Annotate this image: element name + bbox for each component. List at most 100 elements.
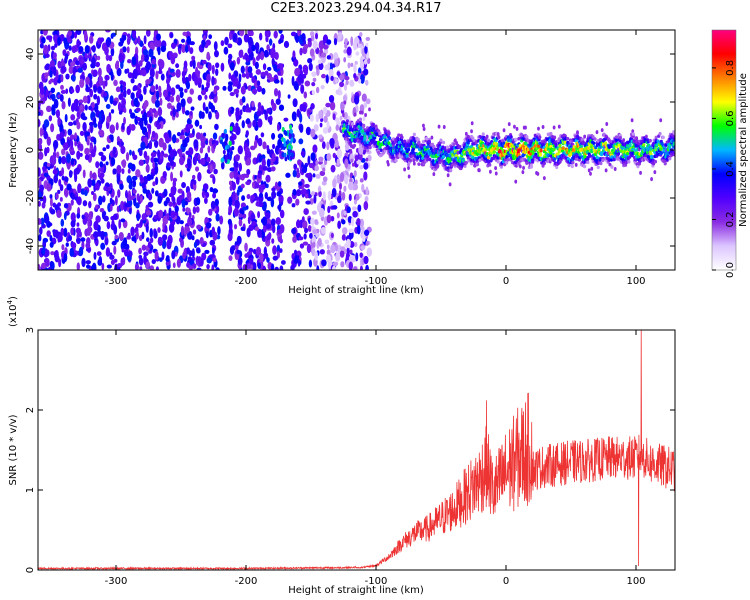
spectrogram-cell [449, 168, 453, 173]
spectrogram-cell [59, 94, 64, 102]
spectrogram-cell [311, 82, 316, 87]
spectrogram-cell [98, 129, 104, 136]
spectrogram-cell [102, 147, 107, 152]
snr-frame [37, 329, 676, 571]
spectrogram-cell [344, 142, 350, 151]
spectrogram-cell [165, 257, 170, 262]
spectrogram-cell [112, 168, 117, 175]
spectrogram-cell [258, 32, 263, 41]
spectrogram-cell [343, 57, 347, 63]
spectrogram-cell [308, 62, 313, 72]
spectrogram-cell [549, 151, 553, 155]
spectrogram-cell [61, 156, 67, 165]
spectrogram-cell [114, 195, 118, 206]
spectrogram-cell [557, 124, 561, 129]
spectrogram-cell [114, 234, 119, 240]
spectrogram-cell [131, 30, 137, 39]
spectrogram-cell [166, 213, 170, 220]
spectrogram-cell [305, 200, 311, 205]
spectrogram-cell [264, 192, 268, 200]
spectrogram-cell [291, 152, 295, 158]
spectrogram-cell [300, 84, 305, 94]
spectrogram-cell [123, 88, 127, 98]
spectrogram-cell [351, 206, 358, 211]
spectrogram-cell [344, 158, 349, 169]
spectrogram-cell [81, 257, 86, 268]
spectrogram-cell [70, 219, 76, 228]
spectrogram-cell [271, 187, 276, 192]
spectrogram-cell [100, 242, 106, 250]
spectrogram-cell [611, 140, 615, 144]
spectrogram-cell [281, 152, 285, 158]
spectrogram-cell [120, 218, 126, 223]
spectrogram-cell [314, 250, 318, 261]
spectrogram-cell [246, 194, 251, 200]
spectrogram-cell [149, 68, 155, 78]
spectrogram-cell [301, 216, 305, 223]
spectrogram-cell [77, 183, 82, 194]
colorbar-frame [711, 29, 737, 271]
spectrogram-cell [78, 99, 84, 104]
x-tick-label: 100 [626, 276, 645, 287]
spectrogram-cell [586, 160, 590, 165]
spectrogram-cell [245, 54, 250, 63]
spectrogram-cell [201, 59, 207, 65]
spectrogram-cell [53, 250, 59, 260]
spectrogram-cell [496, 132, 500, 137]
spectrogram-cell [170, 171, 174, 182]
spectrogram-cell [353, 64, 357, 74]
spectrogram-cell [221, 132, 225, 138]
spectrogram-cell [339, 73, 345, 81]
spectrogram-cell [231, 181, 236, 191]
spectrogram-cell [509, 135, 513, 139]
spectrogram-cell [552, 147, 556, 152]
spectrogram-cell [174, 205, 179, 213]
spectrogram-cell [148, 123, 152, 132]
spectrogram-cell [356, 224, 361, 235]
spectrogram-cell [139, 219, 143, 228]
spectrogram-cell [285, 172, 291, 178]
spectrogram-cell [292, 50, 296, 59]
spectrogram-cell [69, 247, 75, 257]
spectrogram-cell [165, 77, 170, 85]
spectrogram-cell [211, 226, 216, 235]
spectrogram-cell [301, 33, 306, 42]
spectrogram-cell [206, 263, 210, 270]
spectrogram-cell [364, 45, 368, 54]
spectrogram-cell [325, 74, 329, 84]
spectrogram-cell [591, 135, 595, 139]
spectrogram-cell [234, 154, 240, 162]
spectrogram-cell [227, 218, 232, 226]
spectrogram-cell [46, 183, 52, 192]
spectrogram-cell [63, 187, 69, 198]
spectrogram-cell [397, 133, 401, 137]
spectrogram-cell [225, 136, 229, 142]
spectrogram-cell [220, 62, 225, 72]
spectrogram-cell [274, 51, 279, 60]
spectrogram-cell [172, 262, 176, 269]
spectrogram-cell [499, 146, 504, 150]
spectrogram-cell [88, 201, 92, 209]
spectrogram-cell [622, 138, 626, 143]
spectrogram-cell [581, 141, 585, 146]
spectrogram-cell [304, 227, 309, 234]
spectrogram-cell [55, 72, 59, 81]
spectrogram-cell [145, 209, 152, 216]
spectrogram-cell [162, 142, 167, 151]
spectrogram-cell [485, 152, 489, 156]
spectrogram-cell [181, 44, 186, 54]
spectrogram-cell [61, 167, 65, 176]
spectrogram-cell [590, 166, 594, 171]
spectrogram-cell [154, 190, 159, 197]
spectrogram-cell [186, 96, 193, 104]
spectrogram-cell [425, 136, 429, 141]
spectrogram-cell [320, 52, 327, 58]
spectrogram-cell [195, 70, 201, 76]
spectrogram-cell [255, 55, 260, 61]
spectrogram-cell [63, 142, 69, 151]
spectrogram-cell [143, 100, 149, 108]
spectrogram-cell [650, 177, 653, 182]
spectrogram-cell [339, 81, 345, 88]
spectrogram-cell [38, 137, 43, 145]
spectrogram-cell [197, 153, 201, 161]
